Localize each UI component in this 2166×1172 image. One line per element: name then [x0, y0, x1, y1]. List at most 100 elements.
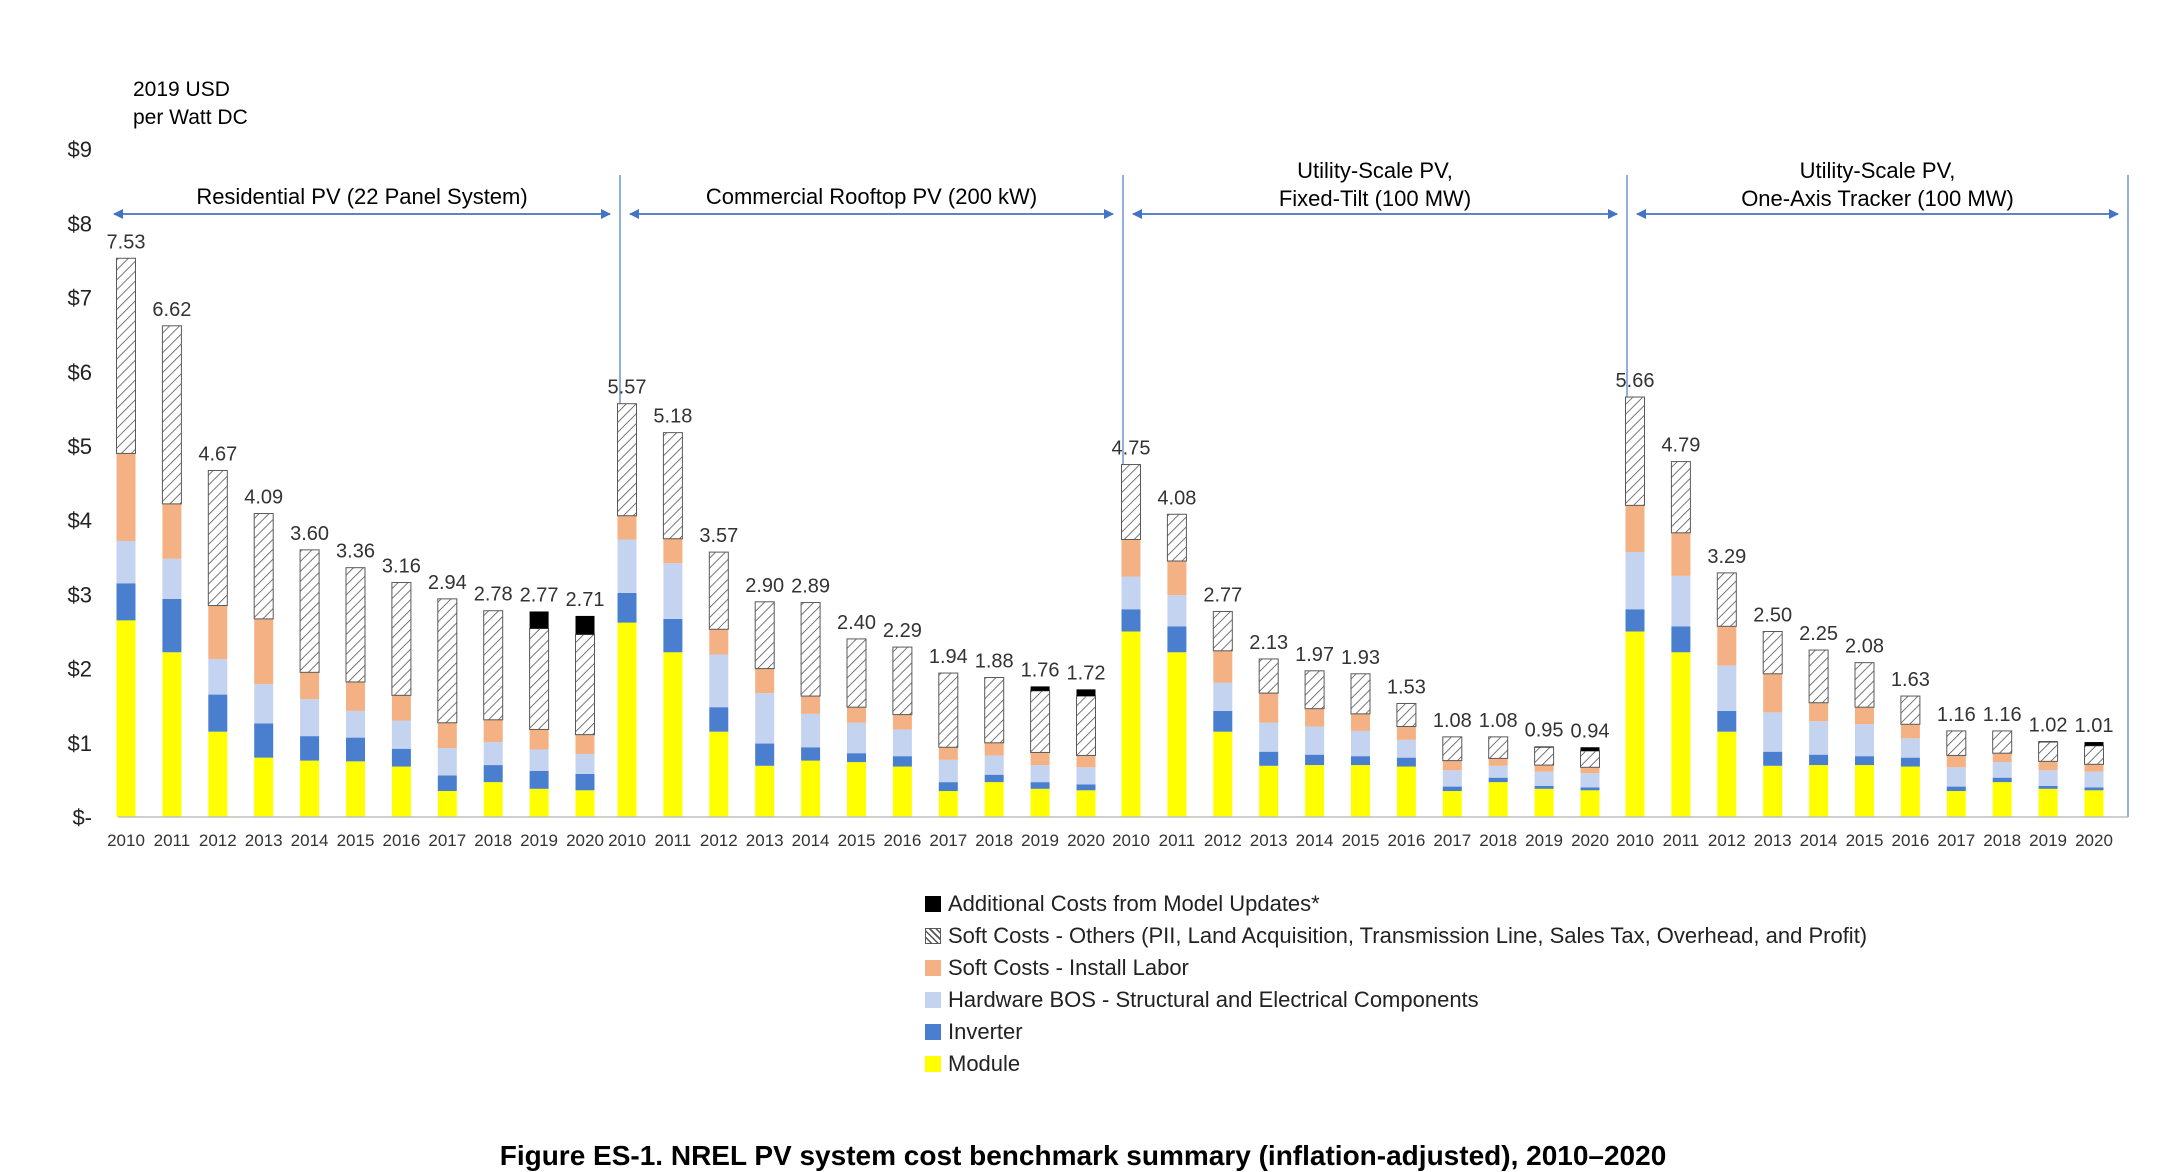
legend-item-model_updates: Additional Costs from Model Updates* [925, 888, 1867, 920]
x-tick-label: 2014 [792, 831, 830, 850]
bar-segment-install_labor [391, 695, 411, 721]
x-tick-label: 2010 [107, 831, 145, 850]
x-tick-label: 2016 [382, 831, 420, 850]
x-tick-label: 2018 [1479, 831, 1517, 850]
bar-segment-soft_others [617, 403, 637, 517]
bar-total-label: 7.53 [107, 231, 146, 253]
bar-segment-inverter [1442, 786, 1462, 792]
bar-segment-module [1671, 652, 1691, 817]
bar-segment-module [208, 731, 228, 817]
x-tick-label: 2012 [1708, 831, 1746, 850]
legend-item-inverter: Inverter [925, 1016, 1867, 1048]
bar-segment-inverter [1030, 782, 1050, 789]
bar-segment-module [300, 760, 320, 817]
bar-segment-install_labor [1855, 707, 1874, 725]
bar-segment-module [1259, 765, 1279, 817]
bar-segment-install_labor [755, 668, 775, 694]
bar-segment-hardware_bos [1900, 738, 1920, 758]
bar-segment-module [847, 762, 866, 817]
bar-segment-inverter [663, 618, 683, 653]
bar-segment-inverter [483, 765, 503, 783]
x-tick-label: 2020 [1067, 831, 1105, 850]
x-tick-label: 2018 [975, 831, 1013, 850]
bar-segment-inverter [1900, 757, 1920, 767]
bar-segment-soft_others [1762, 631, 1783, 675]
bar-segment-soft_others [1258, 658, 1279, 694]
bar-segment-soft_others [437, 598, 458, 724]
bar-segment-install_labor [617, 515, 637, 540]
bar-segment-inverter [1855, 756, 1874, 766]
bar-total-label: 4.08 [1157, 487, 1196, 509]
y-tick-label: $2 [68, 657, 92, 682]
bar-segment-install_labor [437, 722, 457, 748]
x-tick-label: 2017 [929, 831, 967, 850]
bar-segment-module [437, 791, 457, 817]
bar-segment-soft_others [1900, 695, 1921, 725]
bar-total-label: 5.18 [653, 406, 692, 428]
bar-segment-soft_others [1488, 736, 1509, 759]
bar-total-label: 1.63 [1891, 669, 1930, 691]
bar-segment-hardware_bos [663, 563, 683, 619]
x-tick-label: 2017 [428, 831, 466, 850]
x-tick-label: 2014 [1296, 831, 1334, 850]
bar-total-label: 2.13 [1249, 632, 1288, 654]
bar-segment-soft_others [1030, 690, 1051, 753]
x-tick-label: 2011 [1159, 831, 1196, 850]
bar-segment-soft_others [483, 610, 504, 721]
bar-segment-soft_others [892, 646, 913, 716]
bar-segment-soft_others [1580, 750, 1600, 768]
bar-segment-inverter [1992, 777, 2012, 783]
bar-segment-install_labor [1259, 693, 1279, 723]
bar-segment-hardware_bos [1671, 575, 1691, 627]
bar-segment-install_labor [1763, 673, 1783, 713]
x-tick-label: 2014 [1800, 831, 1838, 850]
bar-segment-module [116, 620, 136, 817]
y-axis: $- $1 $2 $3 $4 $5 $6 $7 $8 $9 [68, 137, 92, 830]
bar-total-label: 1.16 [1983, 704, 2022, 726]
x-tick-label: 2012 [199, 831, 237, 850]
y-tick-label: $7 [68, 286, 92, 311]
x-tick-label: 2017 [1433, 831, 1471, 850]
bar-total-label: 3.60 [290, 523, 329, 545]
bar-total-label: 2.77 [520, 584, 559, 606]
bar-segment-inverter [892, 756, 912, 767]
bar-segment-inverter [2038, 785, 2058, 789]
bar-segment-soft_others [1992, 730, 2013, 754]
x-tick-label: 2016 [883, 831, 921, 850]
bar-segment-hardware_bos [1763, 712, 1783, 752]
bar-segment-install_labor [529, 729, 549, 750]
bar-segment-hardware_bos [801, 713, 821, 748]
x-tick-label: 2010 [1616, 831, 1654, 850]
bar-total-label: 2.78 [474, 584, 513, 606]
bar-segment-soft_others [1808, 649, 1829, 704]
y-tick-label: $4 [68, 508, 92, 533]
bar-segment-inverter [709, 707, 729, 732]
bar-segment-hardware_bos [254, 684, 274, 724]
bar-segment-module [984, 782, 1004, 817]
bar-segment-inverter [208, 694, 228, 732]
bar-segment-hardware_bos [116, 540, 136, 584]
bar-segment-hardware_bos [346, 710, 365, 738]
bar-segment-model_updates [1076, 689, 1096, 697]
y-tick-label: $3 [68, 582, 92, 607]
bar-segment-hardware_bos [391, 720, 411, 749]
bar-segment-soft_others [207, 469, 228, 607]
bar-segment-module [1855, 765, 1874, 817]
bar-total-label: 3.36 [336, 541, 375, 563]
bar-segment-hardware_bos [1717, 665, 1737, 711]
bar-segment-inverter [391, 748, 411, 767]
bar-segment-hardware_bos [2084, 771, 2104, 788]
bar-segment-install_labor [1076, 755, 1096, 768]
bar-segment-inverter [1488, 777, 1508, 783]
bar-total-label: 3.16 [382, 556, 421, 578]
x-tick-label: 2019 [520, 831, 558, 850]
bar-segment-install_labor [162, 503, 182, 559]
x-tick-label: 2010 [1112, 831, 1150, 850]
x-tick-label: 2020 [566, 831, 604, 850]
bar-total-label: 2.29 [883, 620, 922, 642]
x-tick-label: 2013 [746, 831, 784, 850]
bar-segment-inverter [1763, 751, 1783, 766]
x-tick-label: 2019 [1021, 831, 1059, 850]
bar-segment-inverter [116, 583, 136, 621]
bar-segment-install_labor [1030, 752, 1050, 766]
